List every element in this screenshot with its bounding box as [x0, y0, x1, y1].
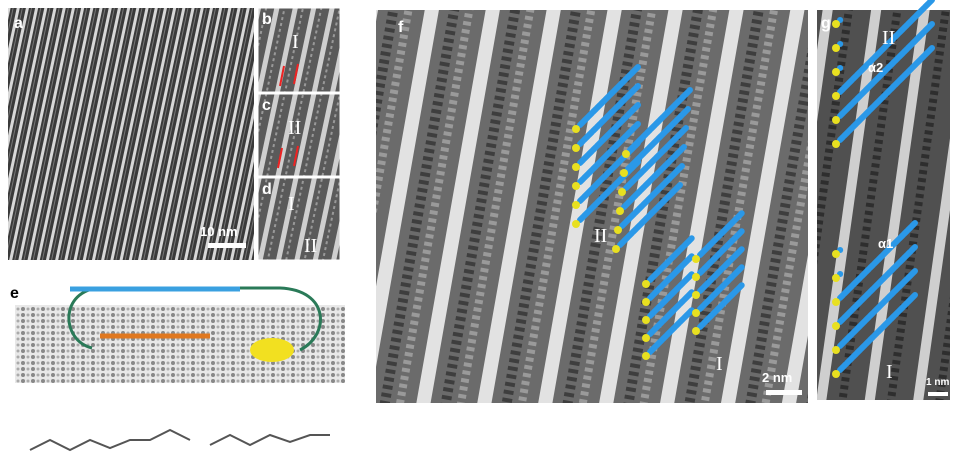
headgroup: [642, 334, 650, 342]
scale-bar: [208, 243, 246, 248]
headgroup: [572, 144, 580, 152]
headgroup: [692, 291, 700, 299]
panel-label: a: [14, 15, 23, 32]
panel-label: g: [821, 15, 831, 32]
headgroup: [832, 92, 840, 100]
headgroup: [692, 327, 700, 335]
headgroup: [832, 116, 840, 124]
structure: [30, 430, 330, 450]
panel-label: c: [262, 97, 271, 114]
headgroup: [832, 346, 840, 354]
headgroup: [832, 298, 840, 306]
headgroup: [692, 309, 700, 317]
headgroup: [572, 125, 580, 133]
headgroup: [832, 44, 840, 52]
headgroup: [614, 226, 622, 234]
domain-label: I: [292, 31, 299, 53]
image-a: [8, 8, 254, 260]
headgroup: [572, 182, 580, 190]
scale-label: 2 nm: [762, 370, 792, 385]
scale-bar: [766, 390, 802, 395]
angle-label: α1: [878, 236, 893, 251]
domain-label: II: [304, 235, 317, 257]
domain-label: I: [886, 361, 893, 383]
headgroup: [692, 255, 700, 263]
headgroup: [642, 280, 650, 288]
headgroup: [832, 140, 840, 148]
headgroup: [832, 250, 840, 258]
molecule-blob: [250, 338, 294, 362]
scale-label: 10 nm: [200, 224, 238, 239]
headgroup: [642, 316, 650, 324]
headgroup: [612, 245, 620, 253]
headgroup: [832, 274, 840, 282]
headgroup: [832, 370, 840, 378]
panel-label: b: [262, 11, 272, 28]
headgroup: [832, 20, 840, 28]
scale-label: 1 nm: [926, 377, 949, 388]
headgroup: [832, 322, 840, 330]
domain-label: II: [594, 225, 607, 247]
panel-label: d: [262, 181, 272, 198]
domain-label: I: [716, 353, 723, 375]
figure: a 10 nm b I c II d I II e f II I 2 nm g …: [0, 0, 953, 463]
domain-label: II: [288, 117, 301, 139]
headgroup: [692, 273, 700, 281]
headgroup: [572, 163, 580, 171]
headgroup: [572, 220, 580, 228]
angle-label: α2: [868, 60, 883, 75]
headgroup: [622, 150, 630, 158]
domain-label: I: [288, 193, 295, 215]
headgroup: [618, 188, 626, 196]
domain-label: II: [882, 27, 895, 49]
headgroup: [616, 207, 624, 215]
headgroup: [642, 352, 650, 360]
headgroup: [620, 169, 628, 177]
headgroup: [572, 201, 580, 209]
scale-bar: [928, 392, 948, 396]
headgroup: [832, 68, 840, 76]
panel-label: e: [10, 285, 19, 302]
graphene: [15, 305, 345, 383]
headgroup: [642, 298, 650, 306]
panel-label: f: [398, 19, 404, 36]
